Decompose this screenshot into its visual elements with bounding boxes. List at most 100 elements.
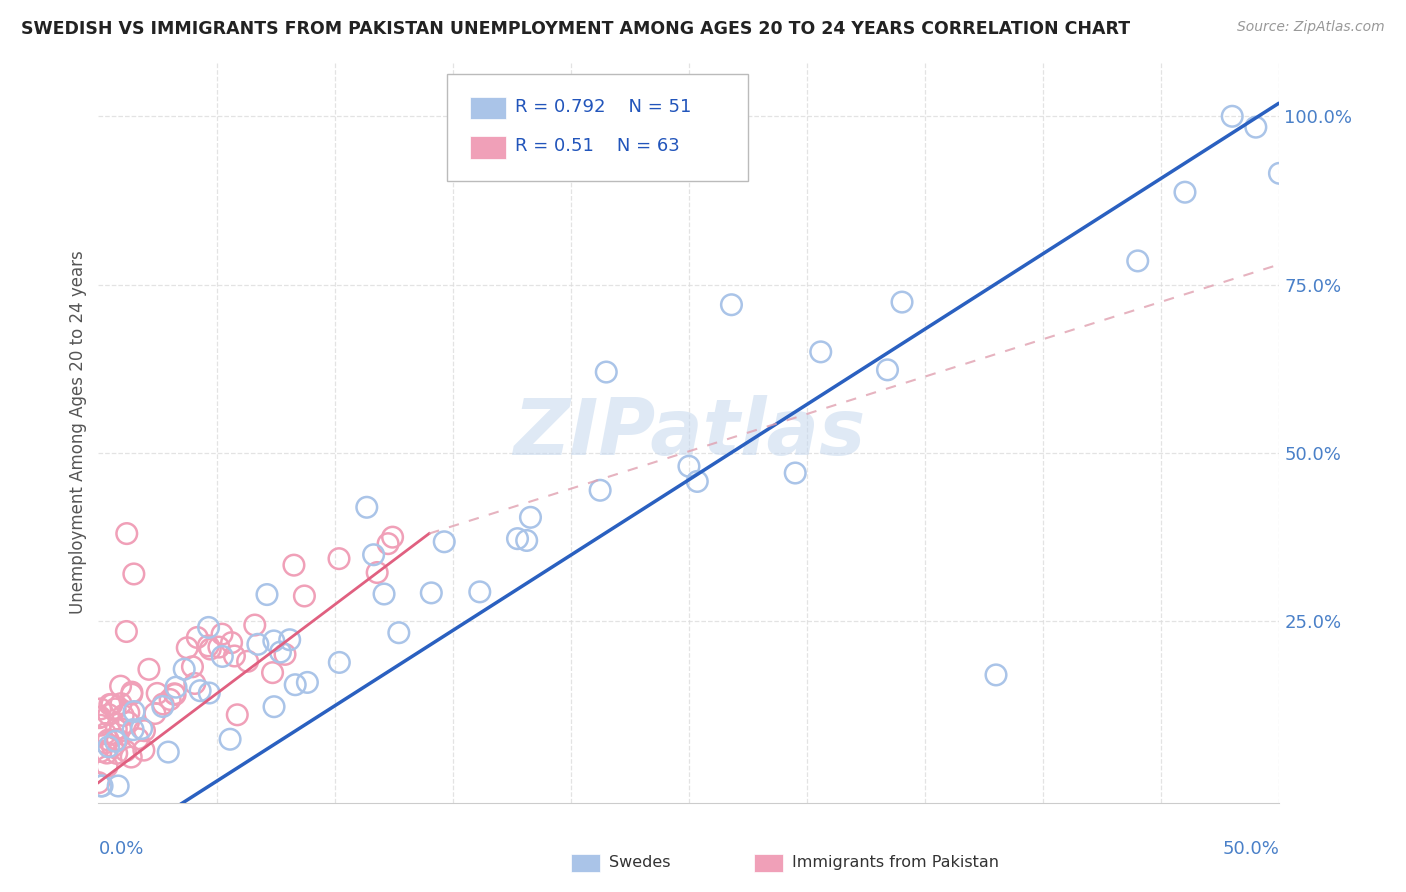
Point xyxy=(211,627,233,641)
Point xyxy=(785,466,807,480)
Point xyxy=(138,662,160,676)
Point xyxy=(188,683,211,698)
Point xyxy=(506,532,529,546)
Point xyxy=(122,723,145,737)
Point xyxy=(114,744,136,758)
Point xyxy=(107,779,129,793)
Point xyxy=(110,722,132,736)
Text: SWEDISH VS IMMIGRANTS FROM PAKISTAN UNEMPLOYMENT AMONG AGES 20 TO 24 YEARS CORRE: SWEDISH VS IMMIGRANTS FROM PAKISTAN UNEM… xyxy=(21,20,1130,37)
Point xyxy=(984,668,1007,682)
Point xyxy=(678,459,700,474)
Point xyxy=(101,739,124,754)
Point xyxy=(197,620,219,634)
Point xyxy=(105,732,128,747)
Point xyxy=(519,510,541,524)
Point xyxy=(263,699,285,714)
Point xyxy=(131,722,153,736)
Point xyxy=(589,483,612,498)
Point xyxy=(200,642,222,657)
Point xyxy=(121,685,143,699)
Point xyxy=(186,631,208,645)
Point xyxy=(104,702,127,716)
Point xyxy=(159,692,181,706)
Point xyxy=(163,687,186,701)
Point xyxy=(363,548,385,562)
Point xyxy=(211,649,233,664)
FancyBboxPatch shape xyxy=(471,136,506,159)
Point xyxy=(157,745,180,759)
Point xyxy=(262,665,284,680)
Point xyxy=(243,618,266,632)
Point xyxy=(720,298,742,312)
Point xyxy=(595,365,617,379)
Point xyxy=(283,558,305,573)
Point xyxy=(146,686,169,700)
Point xyxy=(165,688,187,702)
Point xyxy=(173,662,195,676)
Point xyxy=(181,660,204,674)
Point xyxy=(328,656,350,670)
Point xyxy=(269,645,291,659)
Point xyxy=(377,536,399,550)
Point xyxy=(110,679,132,693)
Point xyxy=(132,743,155,757)
Text: 0.0%: 0.0% xyxy=(98,840,143,858)
Point xyxy=(1220,109,1243,123)
Point xyxy=(294,589,316,603)
Point xyxy=(110,697,132,711)
Point xyxy=(87,711,110,725)
Point xyxy=(278,632,301,647)
Point xyxy=(297,675,319,690)
Text: R = 0.51    N = 63: R = 0.51 N = 63 xyxy=(516,137,681,155)
Point xyxy=(94,726,117,740)
Point xyxy=(256,588,278,602)
FancyBboxPatch shape xyxy=(471,97,506,120)
Point xyxy=(328,551,350,566)
Point xyxy=(468,585,491,599)
Point xyxy=(87,775,110,789)
Text: 50.0%: 50.0% xyxy=(1223,840,1279,858)
Point xyxy=(91,779,114,793)
Text: Source: ZipAtlas.com: Source: ZipAtlas.com xyxy=(1237,20,1385,34)
Point xyxy=(876,363,898,377)
Point xyxy=(176,640,198,655)
Point xyxy=(118,706,141,720)
Point xyxy=(105,722,128,736)
Point xyxy=(122,705,145,719)
Point xyxy=(236,654,259,668)
Point xyxy=(97,739,120,754)
Point xyxy=(224,648,246,663)
Point xyxy=(810,344,832,359)
Point xyxy=(184,676,207,690)
Point xyxy=(1126,254,1149,268)
Point xyxy=(104,734,127,748)
Point xyxy=(90,744,112,758)
Point xyxy=(121,687,143,701)
Point xyxy=(152,699,174,714)
Point xyxy=(208,640,231,654)
Point xyxy=(263,634,285,648)
Point xyxy=(274,648,297,662)
Point xyxy=(97,707,120,722)
Point xyxy=(89,718,111,732)
Point xyxy=(97,733,120,747)
Point xyxy=(134,723,156,738)
Point xyxy=(219,732,242,747)
Y-axis label: Unemployment Among Ages 20 to 24 years: Unemployment Among Ages 20 to 24 years xyxy=(69,251,87,615)
Point xyxy=(98,698,121,712)
Point xyxy=(356,500,378,515)
Point xyxy=(96,746,118,760)
FancyBboxPatch shape xyxy=(447,73,748,181)
Point xyxy=(686,475,709,489)
Point xyxy=(112,708,135,723)
Point xyxy=(1174,185,1197,199)
Point xyxy=(420,586,443,600)
Point xyxy=(101,698,124,712)
Point xyxy=(115,526,138,541)
Point xyxy=(366,566,388,580)
Point xyxy=(284,678,307,692)
Point xyxy=(120,750,142,764)
Text: Swedes: Swedes xyxy=(609,855,671,870)
Point xyxy=(246,637,269,651)
Point xyxy=(226,707,249,722)
